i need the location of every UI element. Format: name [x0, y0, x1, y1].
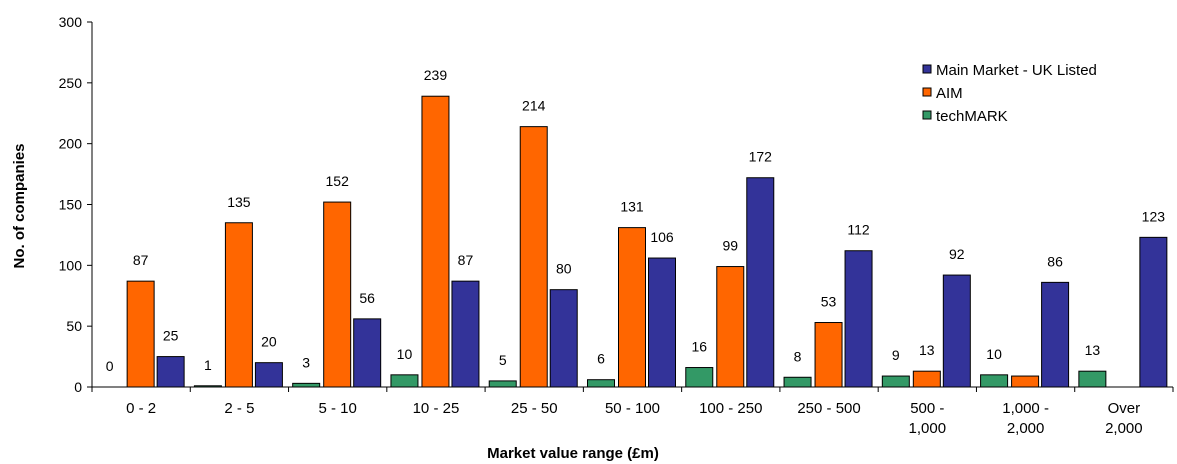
- x-tick-label: 50 - 100: [605, 400, 660, 417]
- x-tick-label: 10 - 25: [413, 400, 460, 417]
- data-label: 87: [133, 252, 149, 268]
- bar-main-market-uk-listed-0: [156, 356, 185, 388]
- data-label: 135: [227, 194, 251, 210]
- x-tick-label: 100 - 250: [699, 400, 762, 417]
- y-tick-label: 50: [66, 318, 82, 334]
- x-tick-label: 5 - 10: [319, 400, 357, 417]
- x-tick-label: 500 -: [910, 400, 944, 417]
- y-tick-label: 300: [59, 14, 83, 30]
- bars-layer: [126, 95, 1168, 388]
- bar-aim-5: [618, 227, 646, 388]
- bar-techmark-9: [980, 374, 1009, 388]
- bar-techmark-6: [685, 367, 714, 388]
- bar-aim-9: [1011, 375, 1040, 388]
- bar-techmark-7: [783, 376, 812, 388]
- bar-aim-3: [421, 95, 450, 388]
- bar-techmark-3: [390, 374, 419, 388]
- data-label: 86: [1047, 253, 1063, 269]
- legend-label: Main Market - UK Listed: [936, 62, 1097, 79]
- bar-main-market-uk-listed-3: [451, 280, 480, 388]
- data-label: 13: [919, 342, 935, 358]
- bar-main-market-uk-listed-1: [254, 362, 283, 388]
- y-tick-label: 100: [59, 257, 83, 273]
- legend-label: AIM: [936, 85, 963, 102]
- y-tick-label: 0: [74, 379, 82, 395]
- x-tick-label: 2,000: [1105, 420, 1143, 437]
- x-tick-label: 1,000: [909, 420, 947, 437]
- bar-main-market-uk-listed-10: [1139, 236, 1168, 388]
- y-tick-label: 250: [59, 75, 83, 91]
- x-tick-label: 1,000 -: [1002, 400, 1049, 417]
- bar-techmark-10: [1078, 370, 1107, 388]
- x-tick-label: 2 - 5: [224, 400, 254, 417]
- bar-aim-1: [224, 222, 253, 388]
- data-label: 5: [499, 352, 507, 368]
- data-label: 8: [794, 348, 802, 364]
- bar-main-market-uk-listed-6: [746, 177, 775, 388]
- data-label: 13: [1085, 342, 1101, 358]
- bar-aim-4: [519, 126, 548, 388]
- data-label: 80: [556, 261, 572, 277]
- bar-aim-6: [716, 266, 745, 388]
- bar-techmark-8: [881, 375, 910, 388]
- data-label: 10: [986, 346, 1002, 362]
- bar-main-market-uk-listed-5: [648, 257, 676, 388]
- data-label: 239: [424, 67, 448, 83]
- data-label: 3: [302, 354, 310, 370]
- data-label: 106: [650, 229, 674, 245]
- bar-main-market-uk-listed-8: [942, 274, 971, 388]
- x-tick-label: 25 - 50: [511, 400, 558, 417]
- data-label: 99: [722, 238, 738, 254]
- data-label: 20: [261, 334, 277, 350]
- x-tick-label: 250 - 500: [797, 400, 860, 417]
- data-label: 123: [1142, 208, 1166, 224]
- data-label: 16: [691, 339, 707, 355]
- data-label: 56: [359, 290, 375, 306]
- y-axis-title: No. of companies: [11, 143, 28, 268]
- data-label: 87: [458, 252, 474, 268]
- bar-techmark-4: [488, 380, 517, 388]
- bar-main-market-uk-listed-4: [549, 289, 578, 388]
- data-label: 53: [821, 294, 837, 310]
- bar-main-market-uk-listed-9: [1041, 281, 1070, 388]
- bar-aim-8: [912, 370, 941, 388]
- bar-main-market-uk-listed-2: [353, 318, 382, 388]
- x-tick-label: 2,000: [1007, 420, 1045, 437]
- data-label: 10: [397, 346, 413, 362]
- bar-techmark-2: [292, 382, 321, 388]
- bar-aim-7: [814, 322, 843, 388]
- legend-swatch: [922, 110, 932, 120]
- data-label: 25: [163, 328, 179, 344]
- data-label: 112: [847, 222, 870, 238]
- data-label: 9: [892, 347, 900, 363]
- legend: Main Market - UK Listed AIM techMARK: [922, 62, 1097, 125]
- data-label: 6: [597, 351, 605, 367]
- data-label: 152: [326, 173, 350, 189]
- bar-main-market-uk-listed-7: [844, 250, 873, 388]
- legend-label: techMARK: [936, 108, 1008, 125]
- data-label: 92: [949, 246, 965, 262]
- data-label: 1: [204, 357, 212, 373]
- y-tick-label: 150: [59, 197, 83, 213]
- y-tick-label: 200: [59, 136, 83, 152]
- data-label: 0: [106, 358, 114, 374]
- x-tick-label: 0 - 2: [126, 400, 156, 417]
- bar-techmark-5: [587, 379, 615, 388]
- legend-swatch: [922, 64, 932, 74]
- bar-aim-2: [323, 201, 352, 388]
- data-label: 214: [522, 98, 546, 114]
- legend-swatch: [922, 87, 932, 97]
- data-label: 131: [620, 199, 644, 215]
- x-axis-title: Market value range (£m): [487, 445, 659, 462]
- x-tick-label: Over: [1108, 400, 1141, 417]
- bar-aim-0: [126, 280, 155, 388]
- data-label: 172: [749, 149, 773, 165]
